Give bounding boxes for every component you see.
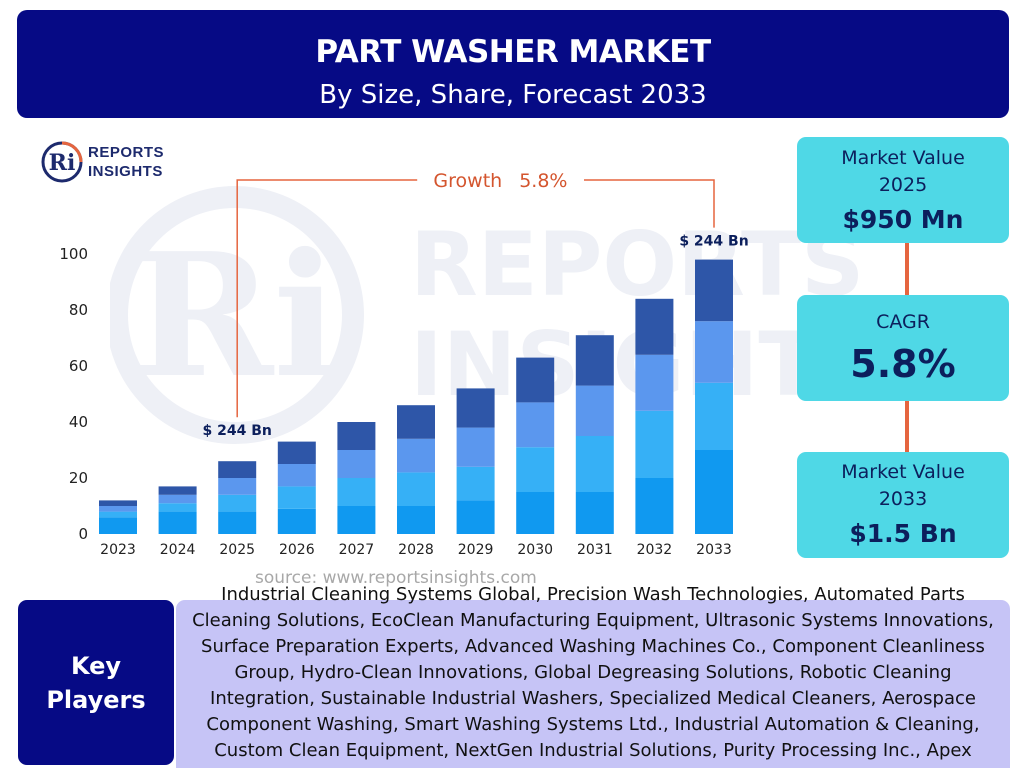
bar-segment-2029-4 (456, 388, 495, 428)
bar-segment-2033-2 (695, 382, 733, 450)
bar-segment-2028-4 (397, 405, 435, 439)
bar-segment-2024-2 (158, 503, 197, 512)
x-tick-label: 2032 (637, 542, 673, 558)
bar-segment-2031-2 (575, 436, 614, 492)
x-axis: 2023 2024 2025 2026 2027 2028 2029 2030 2031 2032… (100, 542, 732, 558)
y-tick-label: 80 (69, 301, 88, 319)
x-tick-label: 2029 (458, 542, 494, 558)
bar-group (99, 259, 733, 534)
market-value-2033-card: Market Value 2033 $1.5 Bn (797, 452, 1009, 558)
x-tick-label: 2025 (219, 542, 255, 558)
bar-segment-2029-2 (456, 466, 495, 501)
y-tick-label: 60 (69, 357, 88, 375)
page-title: PART WASHER MARKET (315, 34, 711, 70)
bar-segment-2023-2 (99, 511, 137, 518)
key-players-list: Industrial Cleaning Systems Global, Prec… (192, 584, 994, 768)
bar-segment-2023-1 (99, 517, 137, 534)
growth-value: 5.8% (519, 170, 567, 192)
bar-segment-2027-1 (337, 506, 376, 534)
key-players-heading-line1: Key (70, 651, 122, 680)
bar-segment-2030-2 (516, 447, 555, 492)
growth-bracket-left (236, 179, 418, 418)
end-value-label: $ 244 Bn (679, 234, 748, 250)
x-tick-label: 2023 (100, 542, 136, 558)
x-tick-label: 2026 (279, 542, 315, 558)
growth-label: Growth (433, 170, 502, 192)
market-value-2033-label: Market Value (841, 461, 965, 483)
market-value-2025-year: 2025 (878, 174, 928, 196)
growth-bracket-right (584, 179, 715, 228)
x-tick-label: 2027 (339, 542, 375, 558)
bar-segment-2032-4 (635, 298, 674, 355)
market-value-2025: $950 Mn (842, 205, 964, 234)
bar-segment-2030-4 (516, 357, 555, 403)
x-tick-label: 2030 (517, 542, 553, 558)
page-subtitle: By Size, Share, Forecast 2033 (319, 80, 707, 110)
bar-segment-2033-1 (695, 450, 733, 534)
bar-segment-2032-2 (635, 410, 674, 478)
market-value-2033-year: 2033 (878, 488, 928, 510)
growth-annotation: Growth 5.8% $ 244 Bn $ 244 Bn (203, 170, 749, 439)
logo-word-reports: REPORTS (88, 144, 165, 161)
reports-insights-logo: Ri REPORTS INSIGHTS (40, 140, 200, 188)
bar-segment-2028-1 (397, 506, 435, 534)
bar-segment-2029-3 (456, 427, 495, 467)
bar-segment-2032-1 (635, 478, 674, 534)
logo-mark-text: Ri (49, 150, 76, 176)
bar-segment-2033-3 (695, 321, 733, 383)
key-players-panel (176, 600, 1010, 768)
bar-segment-2023-3 (99, 506, 137, 512)
bar-segment-2026-3 (277, 464, 316, 487)
bar-segment-2025-1 (218, 511, 257, 534)
bar-segment-2025-3 (218, 478, 257, 495)
key-players-heading-line2: Players (46, 685, 146, 714)
bar-segment-2027-2 (337, 478, 376, 506)
bar-segment-2031-4 (575, 335, 614, 386)
bar-segment-2031-3 (575, 385, 614, 436)
source-note: source: www.reportsinsights.com (255, 568, 537, 588)
card-connector (905, 401, 909, 452)
header-banner: PART WASHER MARKET By Size, Share, Forec… (17, 10, 1009, 118)
bar-segment-2026-4 (277, 441, 316, 464)
bar-segment-2032-3 (635, 354, 674, 411)
card-connector (905, 243, 909, 295)
key-players-heading: Key Players (18, 600, 174, 765)
bar-segment-2029-1 (456, 500, 495, 534)
bar-segment-2030-1 (516, 492, 555, 534)
bar-segment-2024-3 (158, 494, 197, 504)
bar-segment-2024-4 (158, 486, 197, 495)
market-value-2025-label: Market Value (841, 147, 965, 169)
bar-segment-2027-4 (337, 422, 376, 450)
cagr-value: 5.8% (850, 342, 956, 386)
logo-word-insights: INSIGHTS (88, 163, 163, 180)
bar-segment-2024-1 (158, 511, 197, 534)
bar-segment-2025-2 (218, 494, 257, 512)
bar-segment-2025-4 (218, 461, 257, 478)
y-tick-label: 40 (69, 413, 88, 431)
bar-segment-2033-4 (695, 259, 733, 322)
start-value-label: $ 244 Bn (203, 423, 272, 439)
x-tick-label: 2024 (160, 542, 196, 558)
bar-segment-2023-4 (99, 500, 137, 506)
y-axis: 0 20 40 60 80 100 (59, 245, 88, 543)
market-value-2033: $1.5 Bn (849, 519, 957, 548)
bar-segment-2030-3 (516, 402, 555, 448)
bar-segment-2028-2 (397, 472, 435, 506)
ri-logo-icon: Ri (41, 141, 83, 183)
y-tick-label: 0 (78, 525, 88, 543)
x-tick-label: 2031 (577, 542, 613, 558)
x-tick-label: 2033 (696, 542, 732, 558)
y-tick-label: 20 (69, 469, 88, 487)
market-value-2025-card: Market Value 2025 $950 Mn (797, 137, 1009, 243)
bar-segment-2031-1 (575, 492, 614, 534)
x-tick-label: 2028 (398, 542, 434, 558)
cagr-label: CAGR (876, 311, 930, 333)
bar-segment-2026-2 (277, 486, 316, 509)
bar-segment-2026-1 (277, 508, 316, 534)
bar-segment-2027-3 (337, 450, 376, 478)
y-tick-label: 100 (59, 245, 88, 263)
cagr-card: CAGR 5.8% (797, 295, 1009, 401)
bar-segment-2028-3 (397, 438, 435, 473)
